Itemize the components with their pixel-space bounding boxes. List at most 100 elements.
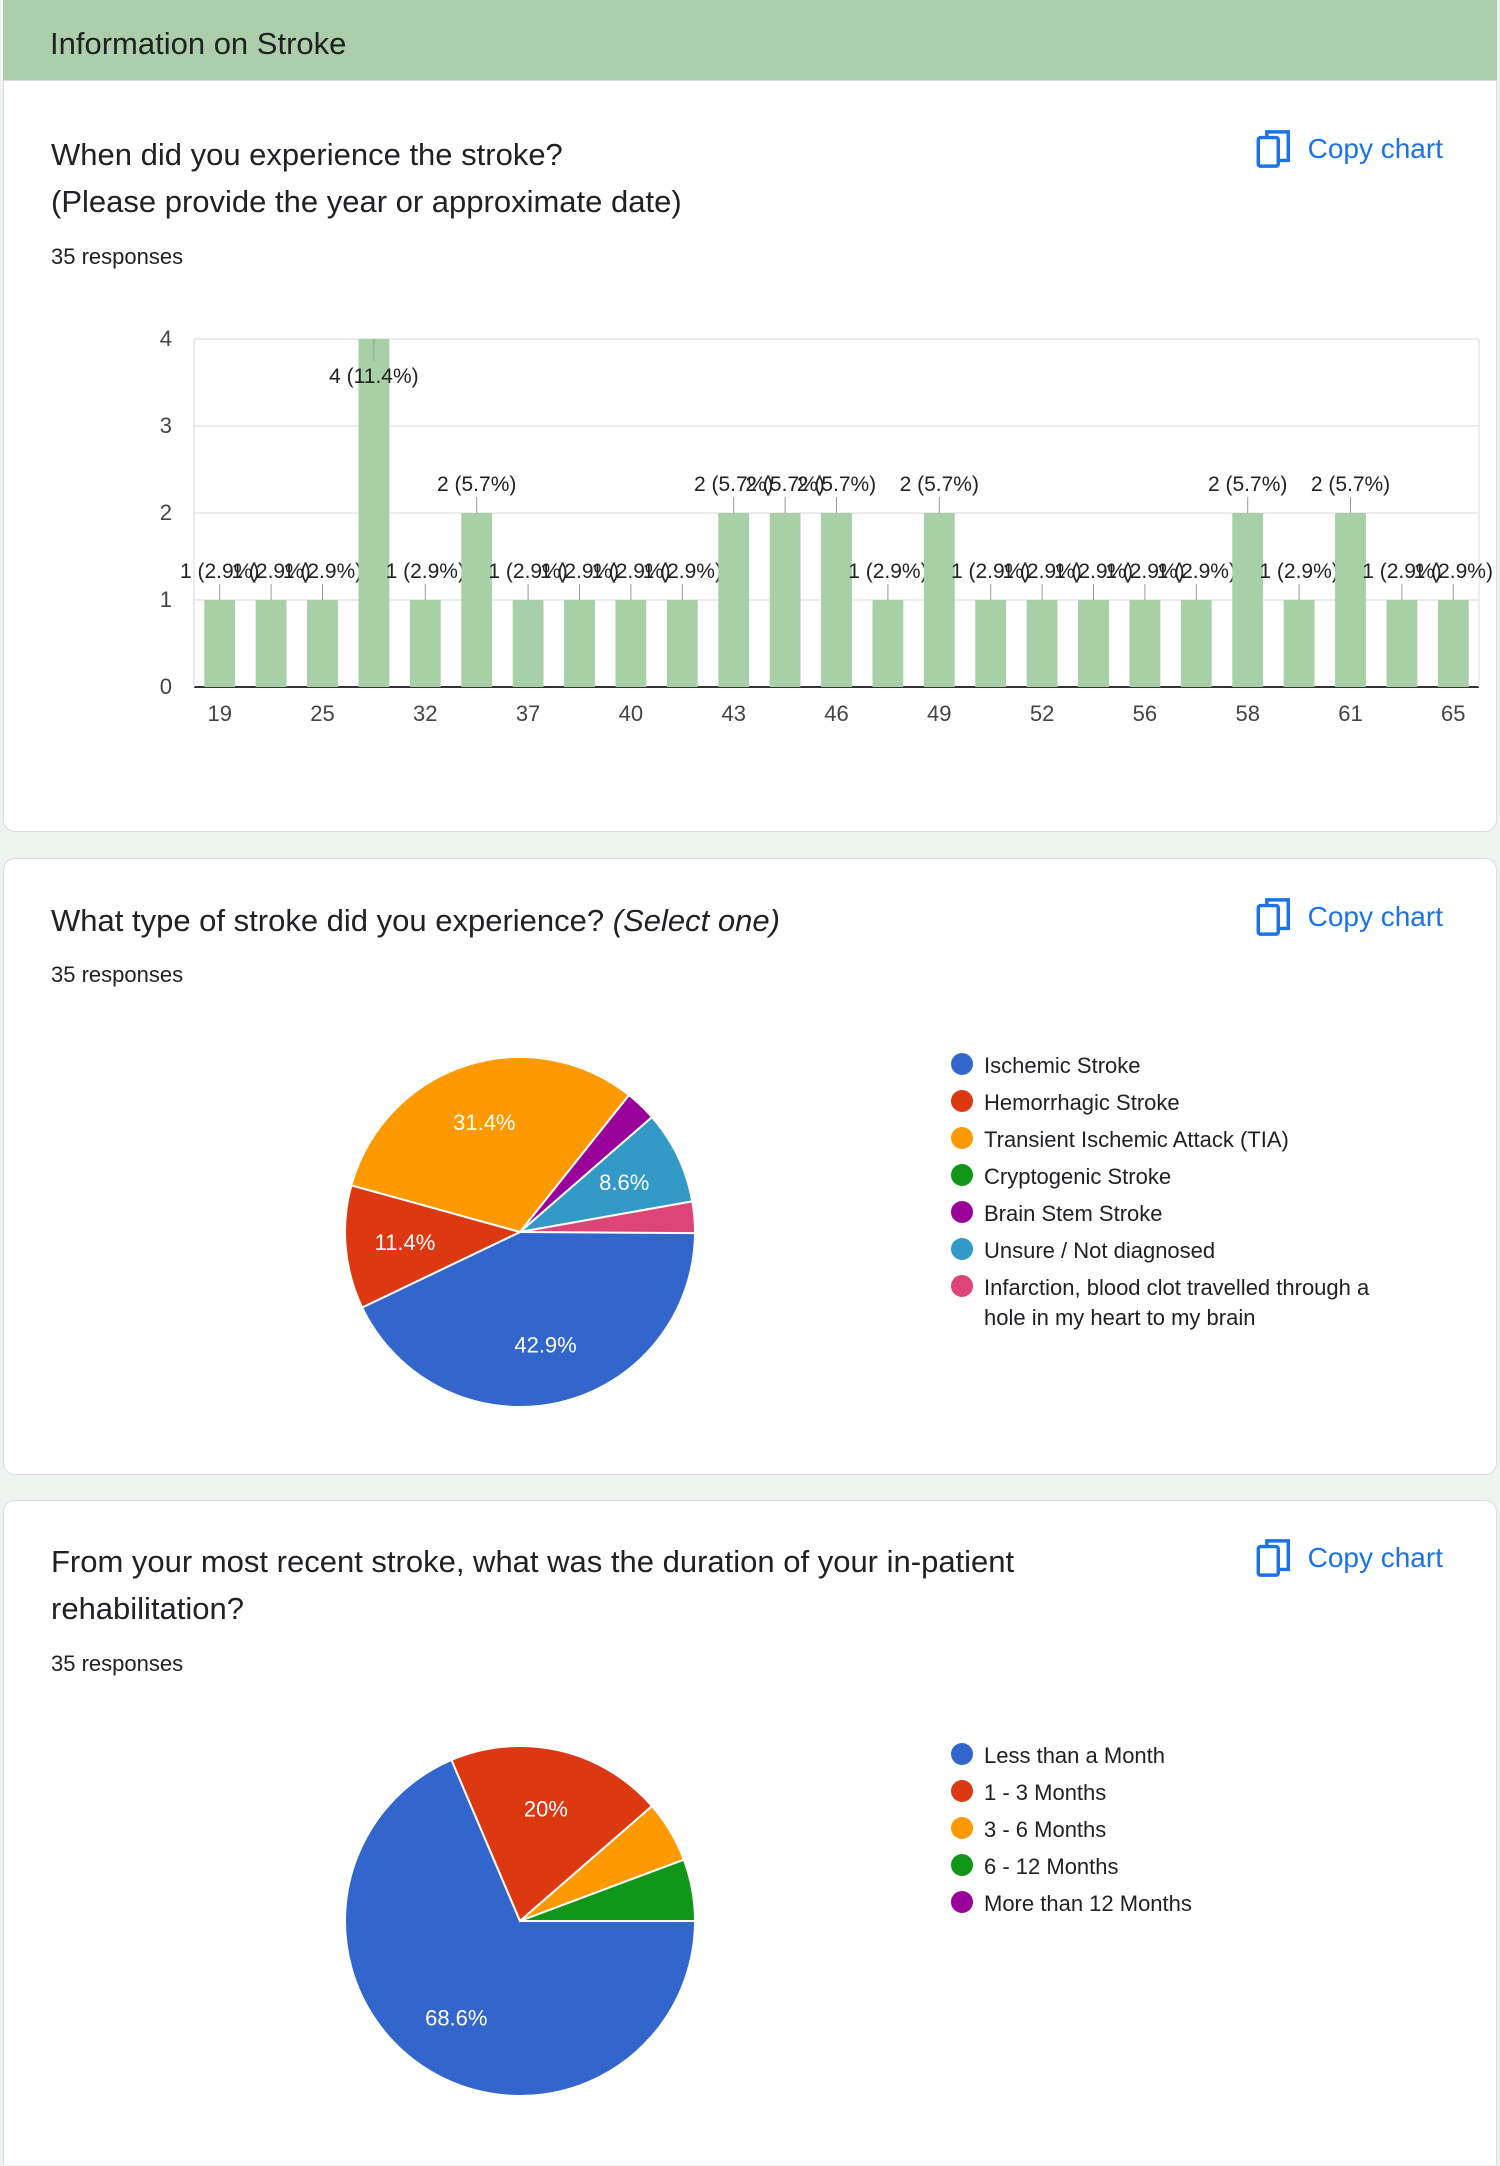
bar	[1129, 600, 1161, 687]
x-tick-label: 32	[413, 701, 437, 726]
data-label: 2 (5.7%)	[1208, 473, 1287, 496]
x-tick-label: 61	[1338, 701, 1362, 726]
bar	[821, 513, 852, 687]
question-card-rehab-duration: From your most recent stroke, what was t…	[3, 1500, 1497, 2165]
section-title: Information on Stroke	[50, 26, 347, 61]
legend-item: 3 - 6 Months	[951, 1815, 1192, 1852]
legend-item: 1 - 3 Months	[951, 1778, 1192, 1815]
legend-dot	[951, 1780, 973, 1802]
copy-icon	[1256, 1539, 1290, 1577]
legend-dot	[951, 1090, 973, 1112]
x-tick-label: 65	[1441, 701, 1465, 726]
x-tick-label: 25	[310, 701, 334, 726]
bar	[975, 600, 1007, 687]
x-tick-label: 40	[619, 701, 643, 726]
copy-chart-label: Copy chart	[1307, 1542, 1443, 1573]
pie-slice	[450, 1745, 654, 1923]
x-tick-label: 43	[721, 701, 745, 726]
slice-label: 20%	[524, 1796, 568, 1821]
data-label: 2 (5.7%)	[745, 473, 824, 496]
x-tick-label: 56	[1133, 701, 1157, 726]
data-label: 2 (5.7%)	[437, 473, 516, 496]
bar	[718, 513, 750, 687]
data-label: 2 (5.7%)	[797, 473, 876, 496]
legend-dot	[951, 1053, 973, 1075]
data-label: 1 (2.9%)	[848, 560, 927, 583]
bar	[1078, 600, 1109, 687]
data-label: 1 (2.9%)	[283, 560, 362, 583]
question-title-line2: (Please provide the year or approximate …	[51, 184, 682, 219]
copy-icon	[1256, 898, 1290, 936]
legend: Ischemic Stroke Hemorrhagic Stroke Transie…	[951, 1051, 1404, 1343]
pie-slice	[344, 1184, 523, 1309]
bar	[564, 600, 595, 687]
data-label: 2 (5.7%)	[694, 473, 773, 496]
bar	[615, 600, 647, 687]
data-label: 1 (2.9%)	[1259, 560, 1338, 583]
legend-item: Hemorrhagic Stroke	[951, 1088, 1404, 1125]
section-header: Information on Stroke	[3, 0, 1497, 91]
x-tick-label: 46	[824, 701, 848, 726]
x-tick-label: 37	[516, 701, 540, 726]
bar	[1026, 600, 1058, 687]
legend-item: Transient Ischemic Attack (TIA)	[951, 1125, 1404, 1162]
copy-chart-button[interactable]: Copy chart	[1256, 1538, 1443, 1578]
legend-dot	[951, 1743, 973, 1765]
response-count: 35 responses	[51, 244, 184, 269]
question-title-line1: When did you experience the stroke?	[51, 137, 563, 172]
legend-dot	[951, 1817, 973, 1839]
legend-dot	[951, 1238, 973, 1260]
bar	[923, 513, 955, 687]
x-tick-label: 52	[1030, 701, 1054, 726]
slice-label: 8.6%	[599, 1170, 649, 1195]
legend-item: Ischemic Stroke	[951, 1051, 1404, 1088]
bar	[872, 600, 904, 687]
slice-label: 68.6%	[425, 2005, 487, 2030]
data-label: 2 (5.7%)	[1311, 473, 1390, 496]
legend-label: Hemorrhagic Stroke	[984, 1090, 1180, 1115]
bar	[769, 513, 801, 687]
data-label: 1 (2.9%)	[1002, 560, 1081, 583]
slice-label: 11.4%	[375, 1230, 436, 1255]
pie-slice	[360, 1231, 697, 1408]
y-tick-label: 2	[160, 500, 172, 525]
bar	[255, 600, 287, 687]
data-label: 1 (2.9%)	[386, 560, 465, 583]
copy-icon	[1256, 130, 1290, 168]
data-label: 1 (2.9%)	[231, 560, 310, 583]
legend-item: More than 12 Months	[951, 1889, 1192, 1926]
legend-label: Ischemic Stroke	[984, 1053, 1141, 1078]
bar	[307, 600, 338, 687]
legend-label: Less than a Month	[984, 1743, 1166, 1768]
data-label: 1 (2.9%)	[1414, 560, 1493, 583]
data-label: 1 (2.9%)	[488, 560, 567, 583]
slice-label: 31.4%	[453, 1110, 515, 1135]
pie-slice	[516, 1115, 694, 1234]
bar	[666, 600, 698, 687]
bar	[1386, 600, 1418, 687]
question-title: When did you experience the stroke? (Ple…	[51, 131, 682, 225]
bar	[1180, 600, 1212, 687]
response-count: 35 responses	[51, 1651, 184, 1676]
question-suffix: (Select one)	[612, 903, 780, 938]
pie-slice	[519, 1200, 696, 1235]
data-label: 1 (2.9%)	[643, 560, 722, 583]
question-title: From your most recent stroke, what was t…	[51, 1538, 1014, 1632]
legend-label: 3 - 6 Months	[984, 1817, 1107, 1842]
data-label: 1 (2.9%)	[1054, 560, 1133, 583]
copy-chart-button[interactable]: Copy chart	[1256, 129, 1443, 169]
legend-item: Less than a Month	[951, 1741, 1192, 1778]
copy-chart-button[interactable]: Copy chart	[1256, 897, 1443, 937]
question-card-stroke-type: What type of stroke did you experience? …	[3, 858, 1497, 1475]
x-tick-label: 19	[207, 701, 231, 726]
bar	[1335, 513, 1366, 687]
x-tick-label: 58	[1235, 701, 1259, 726]
legend-item: Brain Stem Stroke	[951, 1199, 1404, 1236]
y-tick-label: 1	[160, 587, 172, 612]
bar	[1232, 513, 1264, 687]
data-label: 1 (2.9%)	[1105, 560, 1184, 583]
data-label: 1 (2.9%)	[540, 560, 619, 583]
copy-chart-label: Copy chart	[1307, 901, 1443, 932]
pie-chart-stroke-type: 42.9% 11.4% 31.4% 8.6%	[344, 1056, 697, 1408]
